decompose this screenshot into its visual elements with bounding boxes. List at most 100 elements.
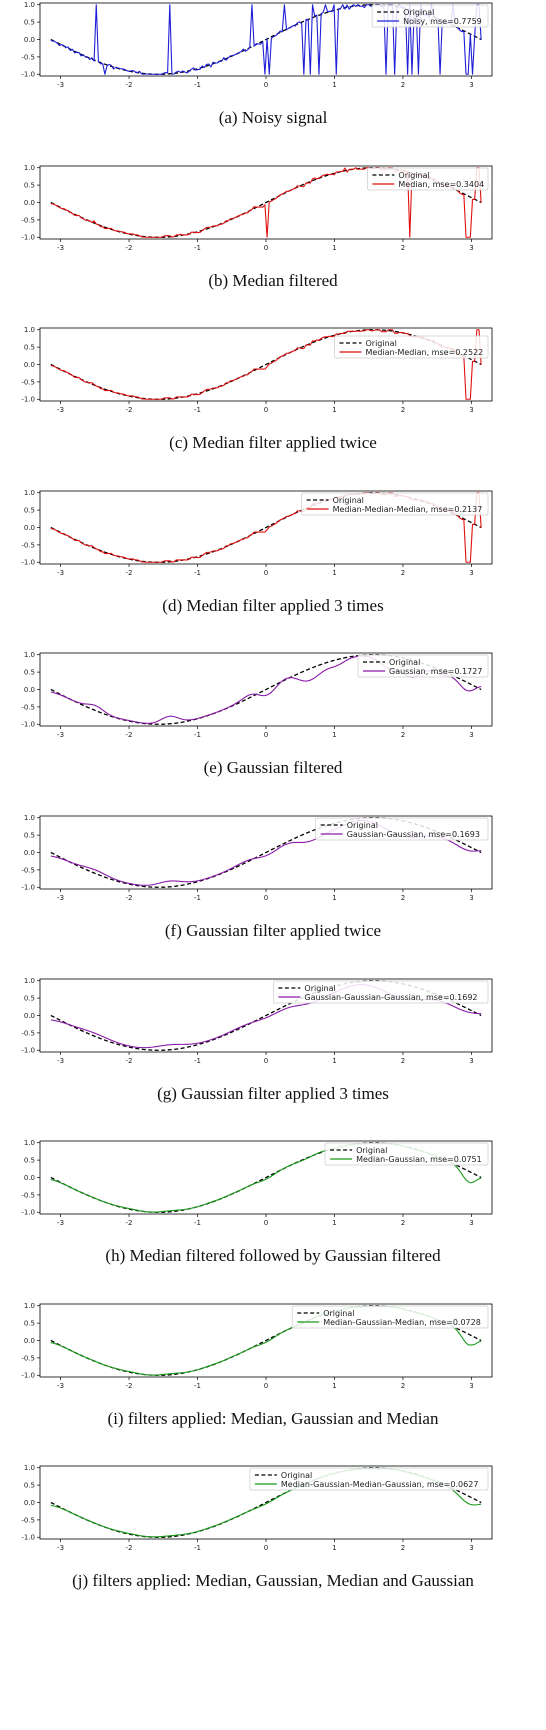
chart-caption: (j) filters applied: Median, Gaussian, M… [72,1571,474,1591]
chart-panel: -1.0 -0.5 0.0 0.5 1.0 -3 -2 -1 0 1 2 3 Original Gauss… [0,976,546,1139]
y-tick-label: 0.0 [24,1337,35,1345]
x-tick-label: 1 [332,244,336,252]
x-tick-label: -2 [126,244,133,252]
x-tick-label: -3 [57,894,64,902]
y-tick-label: 0.0 [24,1499,35,1507]
x-tick-label: -3 [57,406,64,414]
x-tick-label: -2 [126,894,133,902]
series-line [50,329,482,400]
chart-plot: -1.0 -0.5 0.0 0.5 1.0 -3 -2 -1 0 1 2 3 OriginalMedia… [21,326,493,414]
x-tick-label: -1 [194,1219,201,1227]
chart-panel: -1.0 -0.5 0.0 0.5 1.0 -3 -2 -1 0 1 2 3 Original Media… [0,1463,546,1626]
x-tick-label: 2 [401,81,405,89]
x-tick-label: -1 [194,1544,201,1552]
y-tick-label: -1.0 [21,1371,35,1379]
x-tick-label: 0 [264,1057,268,1065]
chart-panel: -1.0 -0.5 0.0 0.5 1.0 -3 -2 -1 0 1 2 3 Original Media… [0,325,546,488]
y-tick-label: -1.0 [21,558,35,566]
y-tick-label: 0.0 [24,686,35,694]
chart-plot: -1.0 -0.5 0.0 0.5 1.0 -3 -2 -1 0 1 2 3 OriginalMedia… [21,1465,493,1552]
y-tick-label: 1.0 [24,814,35,822]
x-tick-label: -3 [57,1382,64,1390]
legend: OriginalMedian-Gaussian-Median-Gaussian,… [249,1468,489,1491]
y-tick-label: 0.5 [24,19,35,27]
chart-plot: -1.0 -0.5 0.0 0.5 1.0 -3 -2 -1 0 1 2 3 OriginalNoisy… [21,1,493,89]
x-tick-label: -1 [194,731,201,739]
x-tick-label: -2 [126,81,133,89]
x-tick-label: 0 [264,894,268,902]
legend-label: Noisy, mse=0.7759 [403,17,482,26]
x-tick-label: -3 [57,569,64,577]
x-tick-label: 0 [264,1382,268,1390]
y-tick-label: 0.5 [24,832,35,840]
x-tick-label: -1 [194,1057,201,1065]
x-tick-label: -3 [57,81,64,89]
y-tick-label: 0.0 [24,524,35,532]
y-tick-label: 0.5 [24,994,35,1002]
chart-plot: -1.0 -0.5 0.0 0.5 1.0 -3 -2 -1 0 1 2 3 OriginalMedia… [21,1139,493,1227]
x-tick-label: -2 [126,569,133,577]
chart-plot: -1.0 -0.5 0.0 0.5 1.0 -3 -2 -1 0 1 2 3 OriginalMedia… [21,489,493,577]
x-tick-label: 2 [401,406,405,414]
x-tick-label: 3 [469,894,473,902]
legend-label: Median-Gaussian-Median, mse=0.0728 [323,1318,481,1327]
x-tick-label: 3 [469,1219,473,1227]
y-tick-label: -0.5 [21,866,35,874]
legend-box [291,1305,489,1329]
x-tick-label: 1 [332,569,336,577]
y-tick-label: 0.5 [24,1319,35,1327]
legend-label: Median-Gaussian, mse=0.0751 [356,1155,482,1164]
chart-plot: -1.0 -0.5 0.0 0.5 1.0 -3 -2 -1 0 1 2 3 OriginalGauss… [21,652,493,739]
chart-plot: -1.0 -0.5 0.0 0.5 1.0 -3 -2 -1 0 1 2 3 OriginalMedia… [21,1302,493,1390]
legend-box [334,335,489,359]
x-tick-label: 1 [332,1382,336,1390]
chart-plot: -1.0 -0.5 0.0 0.5 1.0 -3 -2 -1 0 1 2 3 OriginalGauss… [21,977,493,1065]
x-tick-label: 1 [332,731,336,739]
legend-box [249,1468,489,1491]
x-tick-label: -1 [194,894,201,902]
x-tick-label: 1 [332,1544,336,1552]
legend-box [371,4,489,28]
legend-label: Original [323,1309,354,1318]
x-tick-label: 2 [401,569,405,577]
y-tick-label: -0.5 [21,53,35,61]
chart-panel: -1.0 -0.5 0.0 0.5 1.0 -3 -2 -1 0 1 2 3 Original Media… [0,163,546,326]
legend-label: Original [304,983,335,992]
x-tick-label: 0 [264,1544,268,1552]
chart-caption: (g) Gaussian filter applied 3 times [157,1083,389,1103]
legend-label: Gaussian-Gaussian-Gaussian, mse=0.1692 [304,992,477,1001]
x-tick-label: 1 [332,81,336,89]
x-tick-label: 0 [264,731,268,739]
legend-label: Original [366,339,397,348]
legend-box [367,167,489,190]
x-tick-label: -3 [57,731,64,739]
x-tick-label: 3 [469,569,473,577]
x-tick-label: 2 [401,731,405,739]
y-tick-label: -1.0 [21,1046,35,1054]
y-tick-label: -1.0 [21,233,35,241]
legend-box [301,492,489,516]
x-tick-label: 2 [401,244,405,252]
y-tick-label: 0.5 [24,1157,35,1165]
legend-box [273,980,489,1003]
x-tick-label: 3 [469,81,473,89]
y-tick-label: 1.0 [24,489,35,497]
y-tick-label: -1.0 [21,721,35,729]
x-tick-label: 3 [469,1544,473,1552]
x-tick-label: 2 [401,894,405,902]
y-tick-label: -0.5 [21,216,35,224]
y-tick-label: -0.5 [21,541,35,549]
y-tick-label: -0.5 [21,1354,35,1362]
x-tick-label: 1 [332,1057,336,1065]
x-tick-label: 3 [469,731,473,739]
x-tick-label: -1 [194,244,201,252]
x-tick-label: 3 [469,244,473,252]
x-tick-label: 0 [264,1219,268,1227]
legend-label: Gaussian-Gaussian, mse=0.1693 [347,830,480,839]
x-tick-label: -2 [126,1382,133,1390]
